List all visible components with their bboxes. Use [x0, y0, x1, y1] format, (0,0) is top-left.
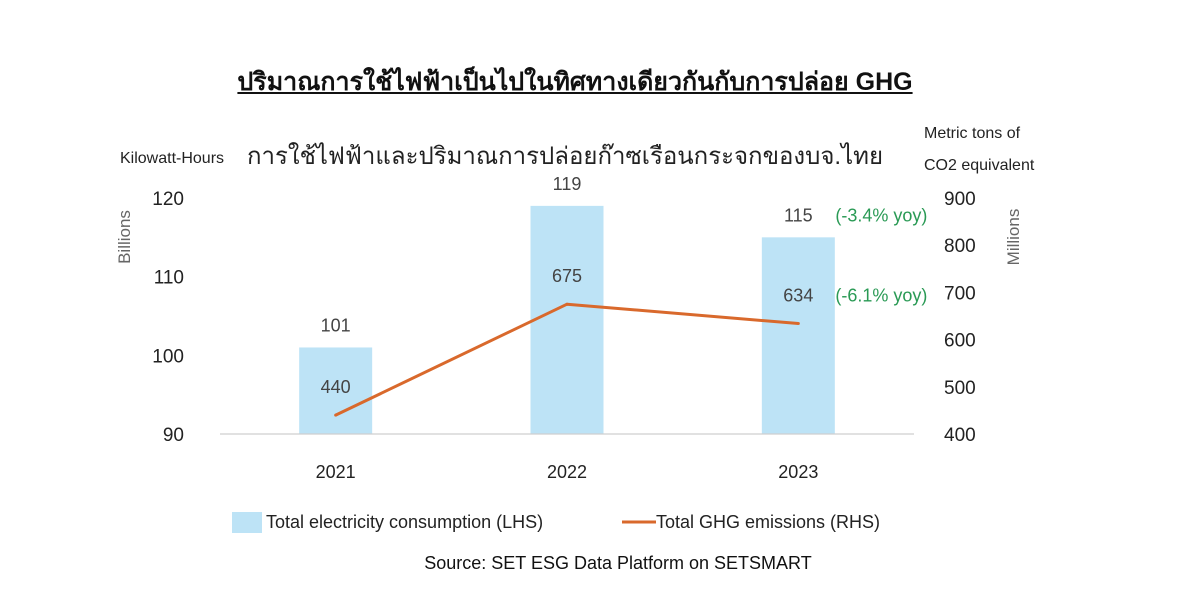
chart-title: การใช้ไฟฟ้าและปริมาณการปล่อยก๊าซเรือนกระ…: [246, 143, 884, 170]
yoy-ghg-annotation: (-6.1% yoy): [835, 286, 927, 306]
figure-heading: ปริมาณการใช้ไฟฟ้าเป็นไปในทิศทางเดียวกันก…: [237, 68, 913, 96]
line-label-2022: 675: [552, 266, 582, 286]
line-label-2021: 440: [321, 377, 351, 397]
legend-label-ghg: Total GHG emissions (RHS): [656, 512, 880, 532]
y-left-tick-90: 90: [163, 425, 184, 446]
y-left-side-label: Billions: [115, 210, 134, 264]
y-right-tick-500: 500: [944, 378, 976, 399]
bar-label-2021: 101: [321, 315, 351, 335]
bar-2021: [299, 347, 373, 434]
legend-label-electricity: Total electricity consumption (LHS): [266, 512, 543, 532]
y-left-tick-100: 100: [152, 346, 184, 367]
y-right-tick-700: 700: [944, 283, 976, 304]
source-note: Source: SET ESG Data Platform on SETSMAR…: [424, 553, 812, 573]
legend-swatch-electricity: [232, 512, 262, 533]
y-right-unit-label-line2: CO2 equivalent: [924, 157, 1035, 174]
ghg-point-2022: [565, 302, 569, 306]
bar-2023: [761, 237, 835, 434]
x-tick-2022: 2022: [547, 462, 587, 482]
y-right-unit-label-line1: Metric tons of: [924, 125, 1021, 142]
y-left-unit-label: Kilowatt-Hours: [120, 150, 224, 167]
ghg-point-2021: [334, 413, 338, 417]
y-right-side-label: Millions: [1004, 209, 1023, 266]
y-left-tick-110: 110: [154, 268, 184, 289]
bar-2022: [530, 205, 604, 434]
yoy-electricity-annotation: (-3.4% yoy): [835, 205, 927, 225]
ghg-point-2023: [796, 322, 800, 326]
bar-label-2023: 115: [784, 205, 813, 225]
bar-label-2022: 119: [553, 174, 582, 194]
line-label-2023: 634: [783, 286, 813, 306]
y-right-tick-400: 400: [944, 425, 976, 446]
y-right-tick-800: 800: [944, 236, 976, 257]
y-left-tick-120: 120: [152, 189, 184, 210]
y-right-tick-600: 600: [944, 331, 976, 352]
x-tick-2023: 2023: [778, 462, 818, 482]
y-right-tick-900: 900: [944, 189, 976, 210]
x-tick-2021: 2021: [316, 462, 356, 482]
